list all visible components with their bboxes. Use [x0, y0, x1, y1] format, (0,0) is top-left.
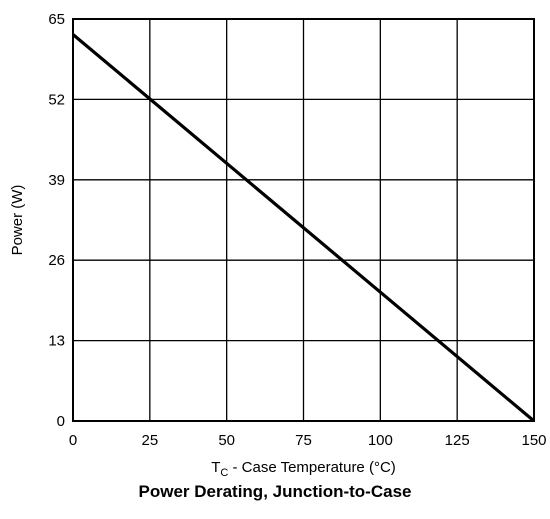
y-tick-label: 65 [48, 11, 65, 28]
y-tick-label: 26 [48, 252, 65, 269]
x-tick-label: 25 [141, 432, 158, 449]
chart-title: Power Derating, Junction-to-Case [138, 482, 412, 501]
series-group [71, 33, 536, 423]
series-line-0 [71, 33, 536, 423]
x-tick-label: 100 [368, 432, 393, 449]
y-tick-label: 0 [57, 413, 65, 430]
x-tick-label: 75 [295, 432, 312, 449]
x-tick-label: 50 [218, 432, 235, 449]
y-tick-label: 13 [48, 333, 65, 350]
y-tick-label: 39 [48, 172, 65, 189]
y-tick-label: 52 [48, 91, 65, 108]
x-tick-label: 150 [521, 432, 546, 449]
y-tick-labels: 0 13 26 39 52 65 [48, 11, 65, 430]
x-axis-label: TC - Case Temperature (°C) [211, 459, 396, 479]
x-tick-labels: 0 25 50 75 100 125 150 [69, 432, 547, 449]
x-tick-label: 0 [69, 432, 77, 449]
derating-chart: 0 25 50 75 100 125 150 0 13 26 39 52 65 TC - Case T… [9, 11, 547, 479]
plot-frame [72, 18, 535, 422]
x-tick-label: 125 [445, 432, 470, 449]
y-axis-label: Power (W) [9, 185, 26, 256]
grid-lines [73, 19, 534, 421]
